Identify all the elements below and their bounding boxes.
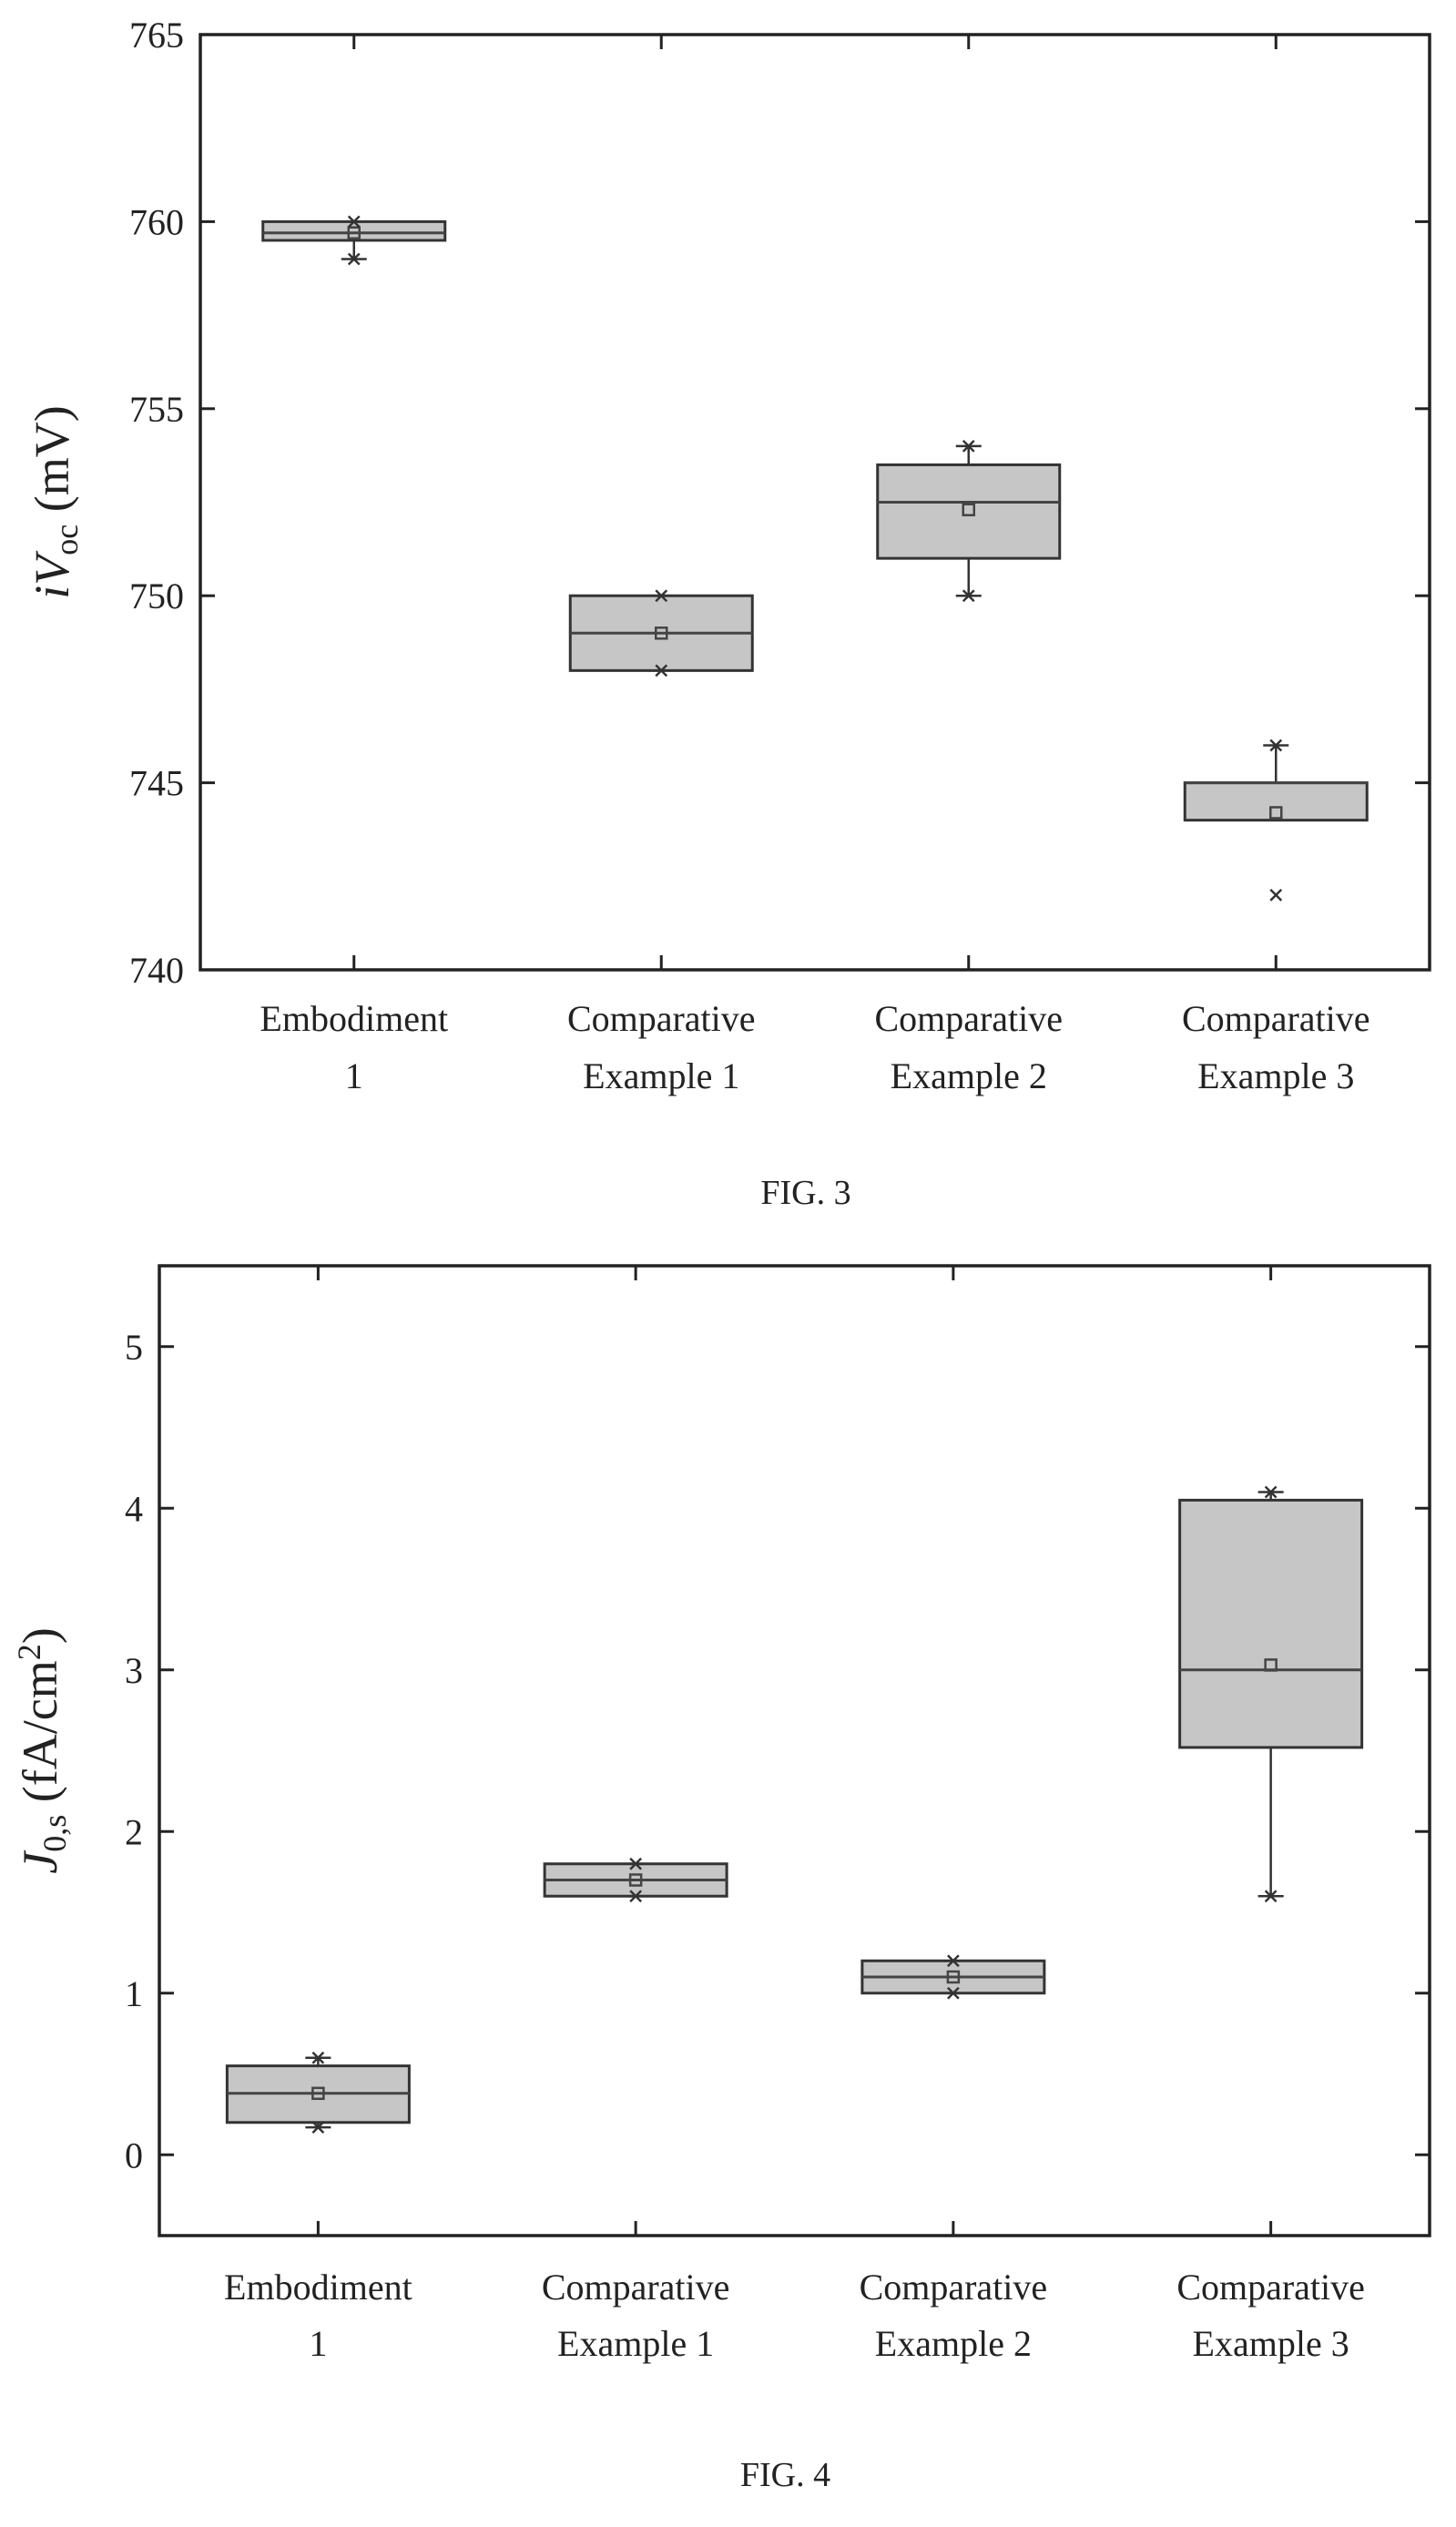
category-label: Comparative: [874, 998, 1063, 1039]
extreme-marker: [1264, 1485, 1278, 1499]
category-label-line2: 1: [309, 2323, 327, 2364]
y-tick-label: 740: [129, 950, 184, 991]
figure-caption: FIG. 3: [760, 1174, 850, 1212]
extreme-marker: [655, 589, 668, 603]
extreme-marker: [347, 215, 361, 229]
category-label-line2: 1: [345, 1055, 363, 1096]
extreme-marker: [311, 2121, 325, 2134]
mean-marker: [962, 503, 975, 516]
category-label-line2: Example 1: [557, 2323, 714, 2364]
y-tick-label: 4: [125, 1488, 143, 1529]
extreme-marker: [655, 664, 668, 678]
y-axis-label: J0,s (fA/cm2): [11, 1627, 73, 1873]
category-label: Comparative: [1182, 998, 1370, 1039]
category-label: Embodiment: [260, 998, 448, 1039]
box: [876, 463, 1062, 560]
mean-marker: [347, 226, 361, 239]
category-label-line2: Example 2: [891, 1055, 1047, 1096]
plot-frame: [158, 1264, 1431, 2237]
extreme-marker: [962, 589, 975, 603]
y-tick-label: 0: [125, 2135, 143, 2175]
extreme-marker: [311, 2051, 325, 2064]
extreme-marker: [1269, 888, 1283, 902]
y-tick-label: 750: [129, 576, 184, 616]
y-tick-label: 3: [125, 1650, 143, 1691]
mean-marker: [628, 1873, 643, 1887]
y-tick-label: 755: [129, 389, 184, 430]
mean-marker: [655, 627, 668, 640]
y-tick-label: 765: [129, 15, 184, 56]
category-label: Comparative: [1176, 2267, 1365, 2308]
category-label: Comparative: [860, 2267, 1048, 2308]
mean-marker: [946, 1970, 961, 1984]
y-tick-label: 5: [125, 1327, 143, 1368]
category-label: Embodiment: [224, 2267, 412, 2308]
y-axis-label: iVoc (mV): [25, 405, 85, 598]
extreme-marker: [946, 1954, 960, 1968]
mean-marker: [1269, 806, 1283, 820]
category-label-line2: Example 2: [875, 2323, 1032, 2364]
extreme-marker: [946, 1986, 960, 2000]
category-label-line2: Example 3: [1193, 2323, 1349, 2364]
category-label: Comparative: [542, 2267, 730, 2308]
category-label: Comparative: [567, 998, 756, 1039]
y-tick-label: 760: [129, 201, 184, 242]
extreme-marker: [629, 1857, 643, 1870]
chart-fig4: 0 1 2 3 4 5 Embodiment 1 Comparative Example 1 Com…: [11, 1264, 1431, 2494]
mean-marker: [1264, 1658, 1278, 1672]
box: [1178, 1498, 1364, 1749]
y-tick-label: 2: [125, 1811, 143, 1852]
figure-caption: FIG. 4: [740, 2456, 830, 2494]
chart-fig3: 740 745 750 755 760 765 Embodiment 1 Comparative…: [25, 15, 1431, 1212]
mean-marker: [311, 2086, 325, 2101]
box: [1183, 781, 1369, 822]
extreme-marker: [347, 252, 361, 266]
category-label-line2: Example 3: [1197, 1055, 1354, 1096]
extreme-marker: [1269, 739, 1283, 752]
extreme-marker: [1264, 1890, 1278, 1903]
plot-frame: [199, 33, 1431, 972]
extreme-marker: [629, 1890, 643, 1903]
y-tick-label: 1: [125, 1973, 143, 2014]
y-tick-label: 745: [129, 763, 184, 804]
extreme-marker: [962, 439, 975, 453]
category-label-line2: Example 1: [583, 1055, 739, 1096]
